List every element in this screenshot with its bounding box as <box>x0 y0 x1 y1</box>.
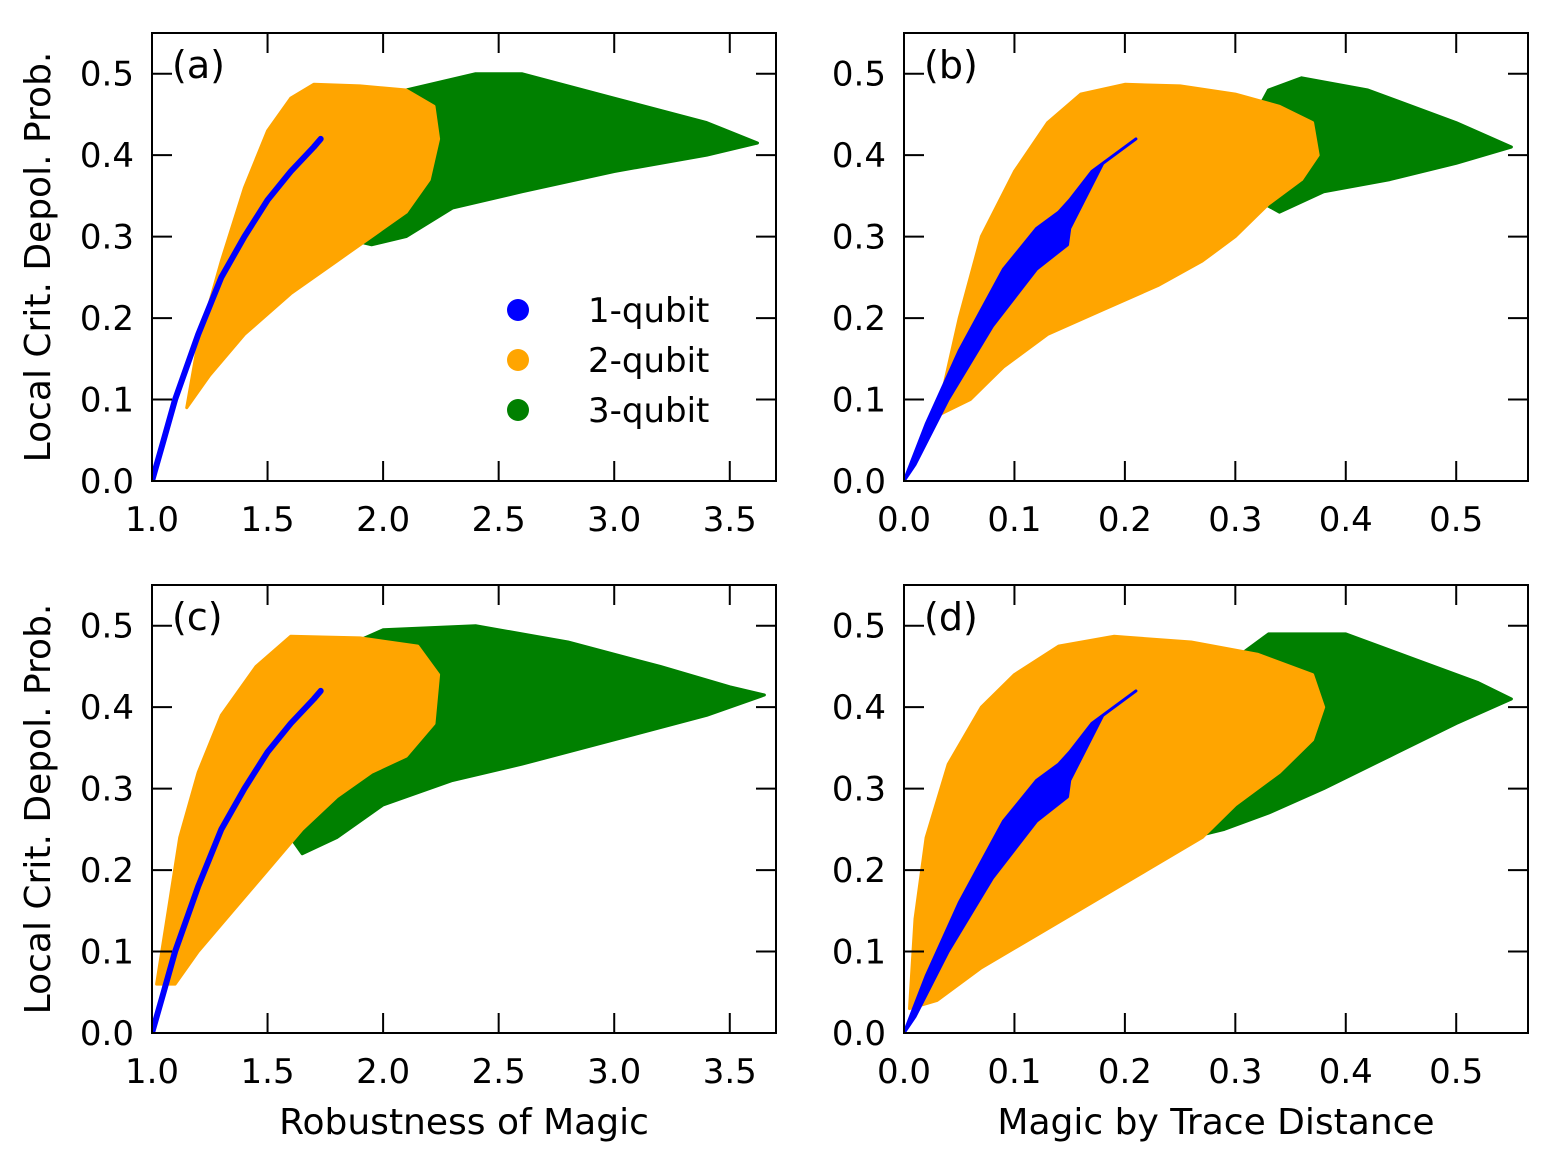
y-tick-label: 0.5 <box>832 607 886 647</box>
x-tick-label: 1.5 <box>241 500 295 540</box>
legend-item-2-qubit: 2-qubit <box>507 341 709 381</box>
x-tick-label: 3.0 <box>587 500 641 540</box>
x-tick-label: 3.5 <box>703 500 757 540</box>
panel-b: 0.0 0.1 0.2 0.3 0.4 0.5 0.0 0.1 0.2 0.3 0.4 0.5 (b) <box>832 32 1529 540</box>
y-tick-label: 0.2 <box>80 299 134 339</box>
y-tick-label: 0.5 <box>80 55 134 95</box>
y-tick-label: 0.1 <box>80 381 134 421</box>
legend-label: 1-qubit <box>588 291 709 331</box>
panel-c: 1.0 1.5 2.0 2.5 3.0 3.5 0.0 0.1 0.2 0.3 0.4 0.5 (c) R… <box>18 584 777 1143</box>
y-tick-label: 0.3 <box>832 770 886 810</box>
y-tick-label: 0.5 <box>832 55 886 95</box>
panel-label: (c) <box>172 595 223 639</box>
plot-area <box>152 624 766 1033</box>
legend-label: 2-qubit <box>588 341 709 381</box>
x-tick-label: 0.3 <box>1208 500 1262 540</box>
x-tick-label: 3.0 <box>587 1052 641 1092</box>
panel-label: (a) <box>172 43 225 87</box>
scatter-cloud-2-qubit <box>155 634 441 986</box>
y-tick-label: 0.1 <box>832 933 886 973</box>
y-tick-label: 0.0 <box>832 462 886 502</box>
x-tick-label: 3.5 <box>703 1052 757 1092</box>
panel-label: (d) <box>924 595 978 639</box>
y-tick-label: 0.3 <box>80 218 134 258</box>
scatter-cloud-3-qubit <box>1233 76 1513 214</box>
x-tick-label: 0.1 <box>987 500 1041 540</box>
y-tick-label: 0.3 <box>80 770 134 810</box>
x-tick-label: 0.2 <box>1098 500 1152 540</box>
y-tick-label: 0.5 <box>80 607 134 647</box>
y-tick-label: 0.0 <box>80 1014 134 1054</box>
axes-frame <box>151 32 777 482</box>
panel-d: 0.0 0.1 0.2 0.3 0.4 0.5 0.0 0.1 0.2 0.3 0.4 0.5 (d) M… <box>832 584 1529 1143</box>
scatter-cloud-2-qubit <box>935 82 1320 418</box>
x-tick-label: 1.5 <box>241 1052 295 1092</box>
y-tick-label: 0.1 <box>80 933 134 973</box>
axes-frame <box>903 584 1529 1034</box>
y-tick-label: 0.2 <box>80 851 134 891</box>
scatter-cloud-2-qubit <box>185 82 441 410</box>
legend: 1-qubit 2-qubit 3-qubit <box>507 291 709 431</box>
legend-marker <box>507 349 529 371</box>
y-tick-label: 0.3 <box>832 218 886 258</box>
y-tick-label: 0.0 <box>832 1014 886 1054</box>
legend-label: 3-qubit <box>588 391 709 431</box>
x-tick-label: 0.5 <box>1429 500 1483 540</box>
y-tick-label: 0.0 <box>80 462 134 502</box>
scatter-cloud-1-qubit <box>904 689 1138 1033</box>
y-tick-label: 0.2 <box>832 851 886 891</box>
y-tick-label: 0.4 <box>80 136 134 176</box>
x-tick-label: 2.0 <box>356 500 410 540</box>
legend-item-3-qubit: 3-qubit <box>507 391 709 431</box>
legend-marker <box>507 299 529 321</box>
scatter-cloud-1-qubit <box>152 687 324 1033</box>
y-tick-label: 0.4 <box>80 688 134 728</box>
scatter-cloud-1-qubit <box>904 137 1138 481</box>
scatter-cloud-2-qubit <box>908 634 1326 1011</box>
y-tick-label: 0.1 <box>832 381 886 421</box>
x-tick-label: 0.2 <box>1098 1052 1152 1092</box>
axes-frame <box>903 32 1529 482</box>
y-axis-label: Local Crit. Depol. Prob. <box>18 604 59 1015</box>
plot-area <box>904 632 1513 1033</box>
scatter-cloud-1-qubit <box>152 135 324 481</box>
panel-label: (b) <box>924 43 978 87</box>
plot-area <box>152 72 759 481</box>
x-tick-label: 2.5 <box>472 1052 526 1092</box>
x-axis-label: Robustness of Magic <box>279 1102 649 1143</box>
x-tick-label: 1.0 <box>125 500 179 540</box>
axes-frame <box>151 584 777 1034</box>
legend-item-1-qubit: 1-qubit <box>507 291 709 331</box>
x-tick-label: 2.5 <box>472 500 526 540</box>
x-tick-label: 2.0 <box>356 1052 410 1092</box>
x-tick-label: 0.0 <box>877 1052 931 1092</box>
x-tick-label: 0.1 <box>987 1052 1041 1092</box>
y-tick-label: 0.4 <box>832 136 886 176</box>
y-tick-label: 0.2 <box>832 299 886 339</box>
x-tick-label: 0.4 <box>1319 500 1373 540</box>
y-axis-label: Local Crit. Depol. Prob. <box>18 52 59 463</box>
panel-a: 1.0 1.5 2.0 2.5 3.0 3.5 0.0 0.1 0.2 0.3 0.4 0.5 (a) L… <box>18 32 777 540</box>
x-tick-label: 1.0 <box>125 1052 179 1092</box>
x-tick-label: 0.4 <box>1319 1052 1373 1092</box>
plot-area <box>904 76 1513 481</box>
x-axis-label: Magic by Trace Distance <box>997 1102 1434 1143</box>
x-tick-label: 0.5 <box>1429 1052 1483 1092</box>
y-tick-label: 0.4 <box>832 688 886 728</box>
legend-marker <box>507 399 529 421</box>
x-tick-label: 0.0 <box>877 500 931 540</box>
x-tick-label: 0.3 <box>1208 1052 1262 1092</box>
